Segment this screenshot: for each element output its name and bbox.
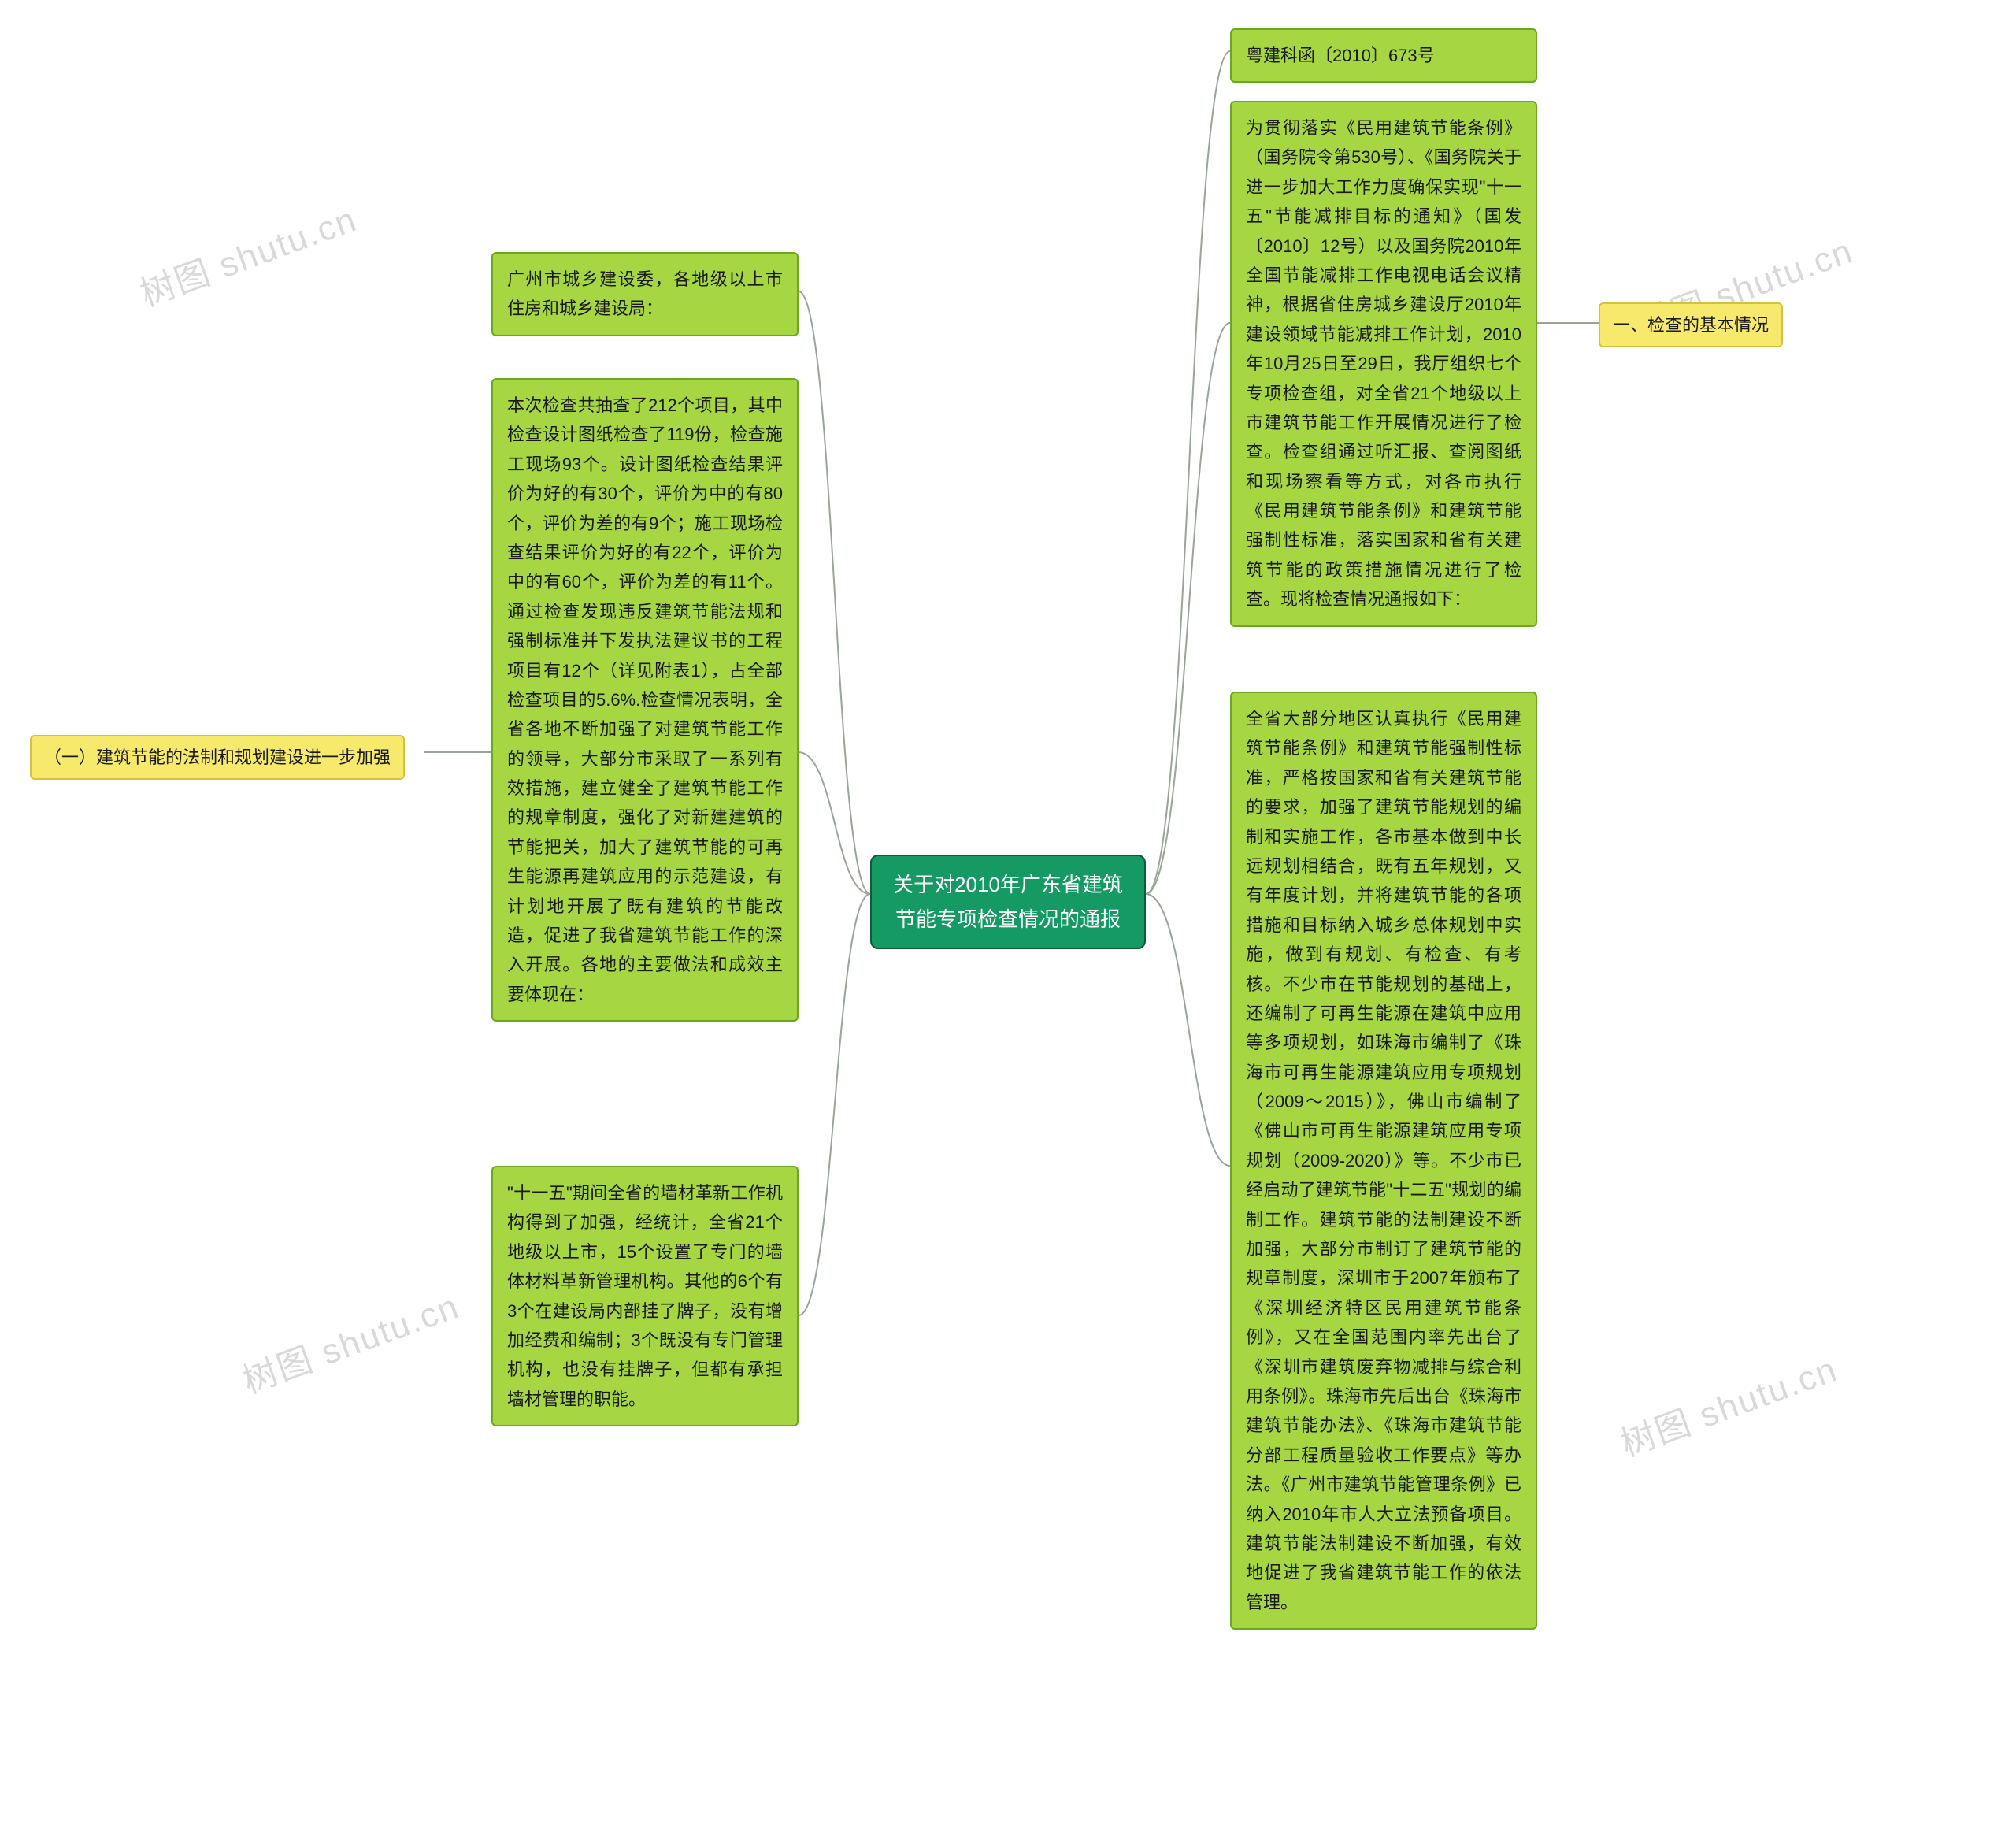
right-bot-box: 全省大部分地区认真执行《民用建筑节能条例》和建筑节能强制性标准，严格按国家和省有… [1230, 692, 1537, 1630]
left-yellow-label: （一）建筑节能的法制和规划建设进一步加强 [30, 735, 405, 780]
watermark: 树图 shutu.cn [235, 1278, 465, 1404]
right-yellow-label: 一、检查的基本情况 [1599, 302, 1783, 347]
watermark: 树图 shutu.cn [132, 191, 363, 317]
left-mid-box: 本次检查共抽查了212个项目，其中检查设计图纸检查了119份，检查施工现场93个… [491, 378, 799, 1022]
left-bot-box: "十一五"期间全省的墙材革新工作机构得到了加强，经统计，全省21个地级以上市，1… [491, 1166, 799, 1426]
center-line2: 节能专项检查情况的通报 [886, 902, 1130, 937]
watermark: 树图 shutu.cn [1613, 1341, 1844, 1467]
left-top-box: 广州市城乡建设委，各地级以上市住房和城乡建设局： [491, 252, 799, 336]
right-mid-box: 为贯彻落实《民用建筑节能条例》（国务院令第530号）、《国务院关于进一步加大工作… [1230, 101, 1537, 627]
center-line1: 关于对2010年广东省建筑 [886, 867, 1130, 902]
right-top-box: 粤建科函〔2010〕673号 [1230, 28, 1537, 83]
center-node: 关于对2010年广东省建筑 节能专项检查情况的通报 [870, 855, 1146, 949]
